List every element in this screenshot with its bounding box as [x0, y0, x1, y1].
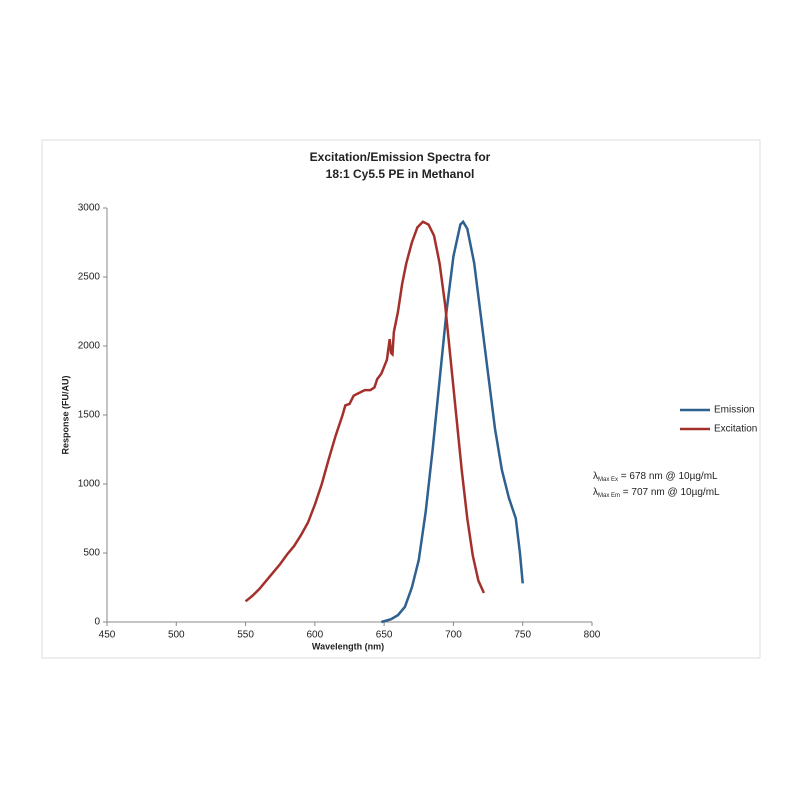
- series-line: [381, 219, 524, 624]
- series-line: [244, 220, 486, 603]
- chart-title: Excitation/Emission Spectra for: [310, 150, 491, 164]
- annotation-text: = 678 nm @ 10µg/mL: [618, 471, 718, 482]
- x-tick-label: 450: [99, 630, 116, 641]
- y-tick-label: 1500: [78, 410, 101, 421]
- annotation-subscript: Max Em: [598, 493, 620, 499]
- x-tick-label: 750: [514, 630, 531, 641]
- x-tick-label: 650: [376, 630, 393, 641]
- y-tick-label: 1000: [78, 479, 101, 490]
- legend-label: Excitation: [714, 424, 757, 435]
- y-tick-label: 2000: [78, 341, 101, 352]
- x-tick-label: 500: [168, 630, 185, 641]
- annotation-subscript: Max Ex: [598, 477, 618, 483]
- y-tick-label: 500: [83, 548, 100, 559]
- chart-title: 18:1 Cy5.5 PE in Methanol: [326, 167, 475, 181]
- annotation: λMax Ex = 678 nm @ 10µg/mL: [593, 471, 718, 483]
- y-tick-label: 3000: [78, 203, 101, 214]
- x-tick-label: 550: [237, 630, 254, 641]
- annotation-symbol: λ: [593, 471, 598, 482]
- legend-label: Emission: [714, 405, 755, 416]
- y-tick-label: 2500: [78, 272, 101, 283]
- x-axis-title: Wavelength (nm): [312, 641, 384, 651]
- annotation: λMax Em = 707 nm @ 10µg/mL: [593, 487, 720, 499]
- y-axis-title: Response (FU/AU): [60, 375, 70, 454]
- x-tick-label: 800: [584, 630, 601, 641]
- annotation-symbol: λ: [593, 487, 598, 498]
- annotation-text: = 707 nm @ 10µg/mL: [620, 487, 720, 498]
- x-tick-label: 700: [445, 630, 462, 641]
- x-tick-label: 600: [307, 630, 324, 641]
- chart-border: [41, 139, 761, 659]
- y-tick-label: 0: [94, 617, 100, 628]
